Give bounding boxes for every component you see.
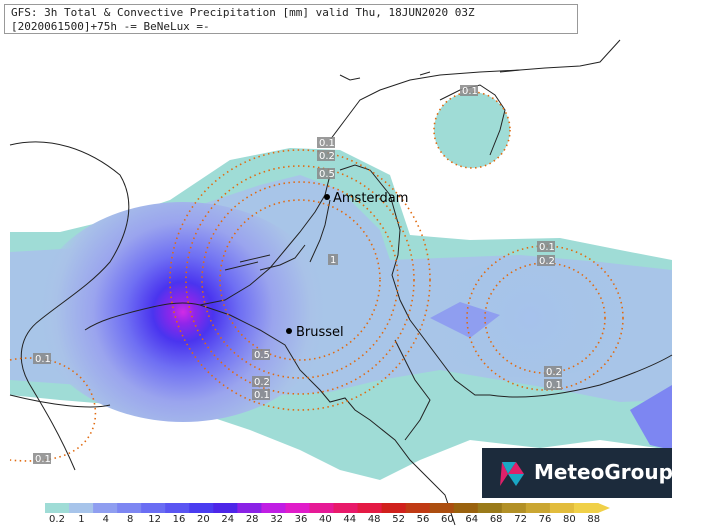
contour-labels: 0.1 0.2 0.5 1 0.5 0.2 0.1 0.1 0.2 0.2 0.…	[33, 85, 562, 465]
legend-swatch	[573, 503, 599, 513]
svg-text:1: 1	[330, 255, 336, 266]
legend-tick-label: 20	[197, 514, 210, 525]
svg-text:0.1: 0.1	[319, 138, 335, 149]
contour-label: 0.1	[33, 353, 51, 365]
contour-label: 0.2	[544, 366, 562, 378]
legend-swatch	[141, 503, 166, 513]
meteogroup-logo-icon	[500, 462, 524, 486]
legend-tick-label: 40	[319, 514, 332, 525]
legend-swatch	[453, 503, 479, 513]
contour-label: 0.1	[317, 137, 335, 149]
legend-tick-label: 80	[563, 514, 576, 525]
svg-text:0.1: 0.1	[539, 242, 555, 253]
legend-tick-label: 16	[172, 514, 186, 525]
legend-swatch	[69, 503, 94, 513]
legend-tick-label: 52	[392, 514, 405, 525]
svg-text:0.1: 0.1	[254, 390, 270, 401]
legend-swatch	[261, 503, 286, 513]
legend-swatch	[477, 503, 503, 513]
legend-swatch	[381, 503, 407, 513]
legend-swatch	[333, 503, 359, 513]
legend-tick-label: 24	[221, 514, 235, 525]
city-amsterdam: Amsterdam	[324, 191, 408, 206]
contour-label: 1	[328, 254, 338, 266]
legend-tick-label: 48	[367, 514, 381, 525]
contour-label: 0.5	[252, 349, 270, 361]
legend-tick-label: 44	[343, 514, 357, 525]
meteogroup-logo: MeteoGroup	[482, 448, 673, 498]
legend-tick-label: 8	[127, 514, 134, 525]
legend-tick-label: 1	[78, 514, 85, 525]
svg-text:0.2: 0.2	[254, 377, 270, 388]
legend-swatch	[237, 503, 262, 513]
legend-swatch	[405, 503, 431, 513]
svg-text:0.2: 0.2	[319, 151, 335, 162]
legend-swatch	[549, 503, 575, 513]
legend-tick-label: 4	[102, 514, 109, 525]
city-marker-icon	[324, 194, 330, 200]
contour-label: 0.2	[317, 150, 335, 162]
svg-text:0.2: 0.2	[539, 256, 555, 267]
legend-tick-label: 60	[441, 514, 454, 525]
svg-text:0.5: 0.5	[254, 350, 270, 361]
city-label: Amsterdam	[333, 191, 408, 206]
legend-tick-label: 76	[538, 514, 552, 525]
contour-label: 0.1	[537, 241, 555, 253]
contour-label: 0.2	[252, 376, 270, 388]
legend-swatch	[213, 503, 238, 513]
contour-label: 0.2	[537, 255, 555, 267]
legend-swatch	[189, 503, 214, 513]
legend-tick-label: 68	[489, 514, 503, 525]
legend-swatch	[93, 503, 118, 513]
legend-color-bar	[45, 503, 610, 513]
svg-text:0.2: 0.2	[546, 367, 562, 378]
legend-swatch	[285, 503, 310, 513]
precip-field	[10, 92, 672, 480]
contour-label: 0.1	[33, 453, 51, 465]
legend-swatch	[525, 503, 551, 513]
svg-text:0.1: 0.1	[462, 86, 478, 97]
legend-swatch	[429, 503, 455, 513]
contour-label: 0.1	[460, 85, 478, 97]
contour-label: 0.1	[544, 379, 562, 391]
legend-tick-label: 32	[270, 514, 283, 525]
contour-label: 0.1	[252, 389, 270, 401]
legend-tick-label: 12	[148, 514, 161, 525]
svg-text:0.5: 0.5	[319, 169, 335, 180]
legend-tick-label: 56	[416, 514, 430, 525]
legend-tick-label: 72	[514, 514, 527, 525]
legend-swatch	[45, 503, 70, 513]
country-borders	[9, 39, 673, 526]
city-label: Brussel	[296, 325, 344, 340]
legend-swatch	[165, 503, 190, 513]
svg-text:0.1: 0.1	[35, 354, 51, 365]
map-header: GFS: 3h Total & Convective Precipitation…	[4, 4, 578, 34]
city-marker-icon	[286, 328, 292, 334]
legend-tick-label: 88	[587, 514, 601, 525]
svg-text:0.1: 0.1	[546, 380, 562, 391]
legend-arrow-icon	[598, 503, 610, 513]
contour-label: 0.5	[317, 168, 335, 180]
legend-tick-label: 0.2	[49, 514, 65, 525]
header-title: GFS: 3h Total & Convective Precipitation…	[11, 6, 475, 19]
legend-swatch	[309, 503, 335, 513]
legend-swatch	[117, 503, 142, 513]
svg-text:0.1: 0.1	[35, 454, 51, 465]
logo-text: MeteoGroup	[534, 460, 673, 484]
legend-tick-label: 28	[245, 514, 259, 525]
legend-tick-label: 64	[465, 514, 479, 525]
city-brussel: Brussel	[286, 325, 344, 340]
header-subtitle: [2020061500]+75h -= BeNeLux =-	[11, 20, 210, 33]
legend-swatch	[357, 503, 383, 513]
legend-tick-label: 36	[294, 514, 308, 525]
legend-swatch	[501, 503, 527, 513]
